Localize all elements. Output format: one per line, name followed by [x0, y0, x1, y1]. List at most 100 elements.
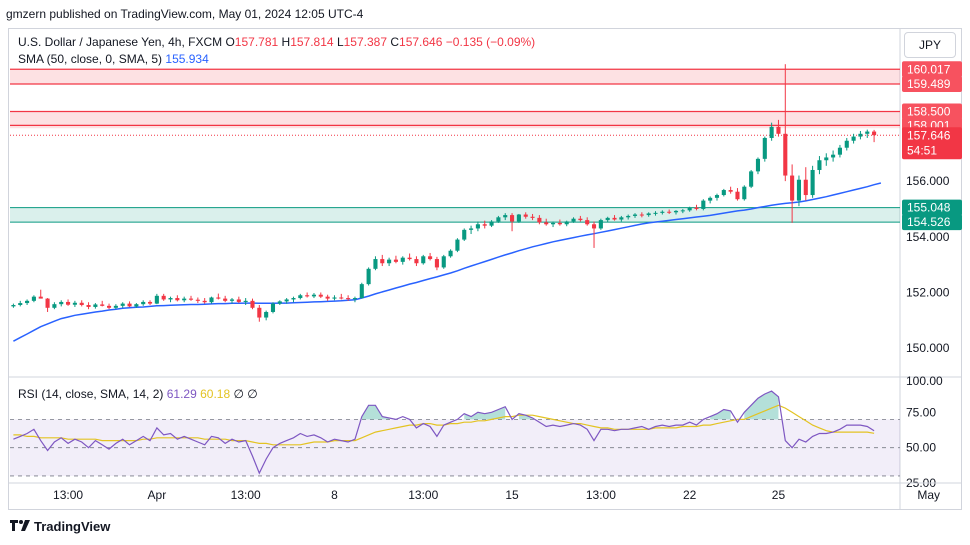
candle-body — [442, 256, 446, 267]
candle-body — [25, 301, 29, 303]
level-label-text: 159.489 — [907, 77, 951, 91]
candle-body — [612, 218, 616, 220]
candle-body — [742, 187, 746, 200]
candle-body — [681, 210, 685, 211]
candle-body — [811, 170, 815, 195]
open-label: O — [225, 35, 234, 49]
candle — [182, 297, 186, 303]
candle-body — [155, 296, 159, 304]
candle-body — [503, 215, 507, 217]
currency-button[interactable]: JPY — [904, 32, 956, 58]
candle-body — [838, 148, 842, 155]
candle — [715, 194, 719, 201]
candle-body — [845, 141, 849, 148]
candle-body — [660, 212, 664, 213]
last-price-label: 157.64654:51 — [902, 127, 962, 159]
candle — [367, 267, 371, 285]
candle-body — [688, 208, 692, 211]
high-value: 157.814 — [290, 35, 333, 49]
candle-body — [332, 297, 336, 298]
candle-body — [414, 259, 418, 263]
candle — [168, 297, 172, 303]
candle-body — [244, 301, 248, 302]
low-label: L — [337, 35, 344, 49]
candle — [476, 221, 480, 231]
candle — [25, 299, 29, 305]
sma-label: SMA (50, close, 0, SMA, 5) — [18, 52, 162, 66]
candle-body — [565, 221, 569, 224]
candle — [708, 196, 712, 203]
time-tick-label: May — [917, 488, 940, 502]
candle-body — [346, 298, 350, 299]
tradingview-logo-icon — [10, 520, 30, 534]
candle — [380, 255, 384, 266]
rsi-ma-value: 60.18 — [200, 387, 230, 401]
candle — [414, 256, 418, 266]
candle-body — [367, 269, 371, 284]
candle — [250, 299, 254, 310]
candle-body — [134, 304, 138, 306]
candle-body — [722, 190, 726, 195]
candle — [155, 294, 159, 304]
candle — [421, 255, 425, 265]
candle-body — [326, 297, 330, 299]
level-label: 155.048 — [902, 200, 962, 216]
candle-body — [571, 219, 575, 222]
candle-body — [52, 304, 56, 308]
time-tick-label: Apr — [148, 488, 167, 502]
candle-body — [32, 297, 36, 301]
candle — [387, 258, 391, 266]
candle-body — [599, 220, 603, 228]
rsi-overbought-fill — [744, 391, 778, 419]
candle-body — [783, 134, 787, 176]
candle-body — [735, 192, 739, 200]
candle-body — [223, 299, 227, 301]
candle — [332, 295, 336, 300]
candle — [237, 297, 241, 303]
candle-body — [640, 215, 644, 216]
candle-body — [776, 127, 780, 134]
candle-body — [647, 213, 651, 215]
candle — [824, 153, 828, 166]
candle — [817, 156, 821, 174]
candle-body — [476, 224, 480, 228]
rsi-tick-label: 100.00 — [906, 374, 943, 388]
candle-body — [770, 127, 774, 138]
tradingview-brand: TradingView — [10, 519, 110, 534]
candle — [722, 189, 726, 197]
level-label: 154.526 — [902, 214, 962, 230]
candle-body — [73, 303, 77, 305]
candle — [52, 302, 56, 309]
candle-body — [708, 198, 712, 201]
candle-body — [285, 299, 289, 301]
candle-body — [449, 251, 453, 257]
candle-body — [578, 219, 582, 220]
candle-body — [312, 295, 316, 297]
candle — [11, 304, 15, 308]
candle — [565, 221, 569, 227]
candle-body — [606, 218, 610, 220]
candle-body — [797, 180, 801, 201]
candle-body — [428, 256, 432, 259]
candle — [189, 296, 193, 301]
sma-legend: SMA (50, close, 0, SMA, 5) 155.934 — [18, 52, 209, 66]
brand-name: TradingView — [34, 519, 110, 534]
candle — [756, 157, 760, 174]
close-label: C — [390, 35, 399, 49]
high-label: H — [282, 35, 291, 49]
level-label: 160.017 — [902, 61, 962, 77]
level-zone — [10, 69, 900, 84]
candle-body — [46, 299, 50, 308]
candle — [394, 256, 398, 264]
candle-body — [373, 259, 377, 269]
candle-body — [749, 171, 753, 186]
level-zone — [10, 208, 900, 223]
level-label-text: 154.526 — [907, 215, 951, 229]
candle-body — [694, 208, 698, 209]
candle — [872, 130, 876, 142]
candle-body — [93, 304, 97, 307]
candle-body — [531, 217, 535, 218]
candle-body — [585, 220, 589, 224]
candle-body — [715, 195, 719, 198]
